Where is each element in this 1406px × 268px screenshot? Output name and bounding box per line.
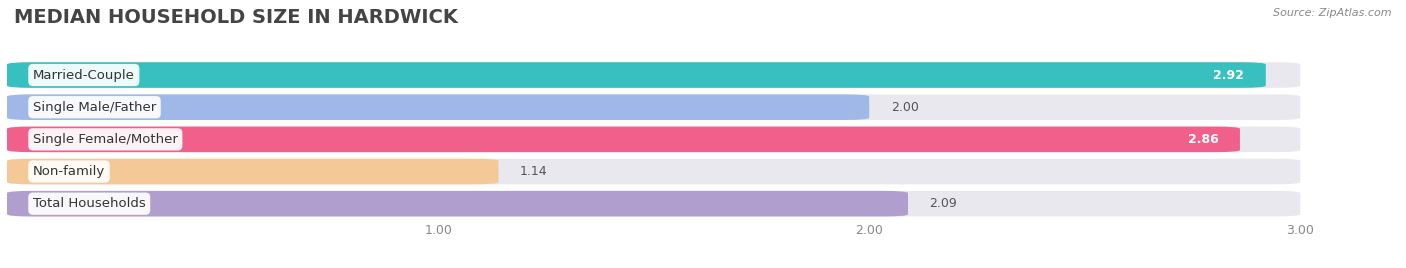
FancyBboxPatch shape [7,62,1301,88]
Text: Total Households: Total Households [32,197,146,210]
FancyBboxPatch shape [7,62,1265,88]
Text: Single Female/Mother: Single Female/Mother [32,133,177,146]
Text: Married-Couple: Married-Couple [32,69,135,81]
Text: Single Male/Father: Single Male/Father [32,101,156,114]
FancyBboxPatch shape [7,159,499,184]
FancyBboxPatch shape [7,191,908,217]
Text: 2.92: 2.92 [1213,69,1244,81]
FancyBboxPatch shape [7,126,1240,152]
Text: 2.00: 2.00 [891,101,918,114]
Text: 1.14: 1.14 [520,165,548,178]
FancyBboxPatch shape [7,159,1301,184]
Text: 2.86: 2.86 [1188,133,1219,146]
Text: Source: ZipAtlas.com: Source: ZipAtlas.com [1274,8,1392,18]
FancyBboxPatch shape [7,191,1301,217]
FancyBboxPatch shape [7,126,1301,152]
Text: Non-family: Non-family [32,165,105,178]
Text: 2.09: 2.09 [929,197,957,210]
FancyBboxPatch shape [7,94,869,120]
FancyBboxPatch shape [7,94,1301,120]
Text: MEDIAN HOUSEHOLD SIZE IN HARDWICK: MEDIAN HOUSEHOLD SIZE IN HARDWICK [14,8,458,27]
